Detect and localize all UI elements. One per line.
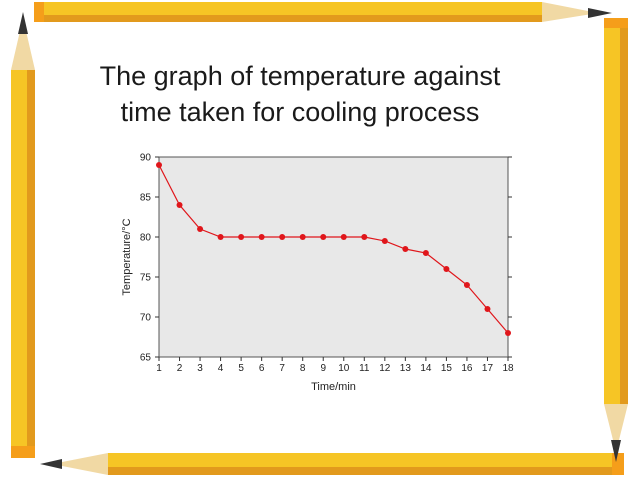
data-point [197,226,204,232]
x-tick-label: 18 [502,363,514,374]
x-tick-label: 9 [320,363,326,374]
x-tick-label: 5 [238,363,244,374]
data-point [320,234,327,240]
x-tick-label: 14 [420,363,432,374]
series-points [156,162,511,336]
x-tick-label: 7 [279,363,285,374]
y-tick-label: 85 [140,193,152,204]
y-tick-label: 90 [140,153,152,164]
y-tick-label: 70 [140,313,152,324]
data-point [484,306,491,312]
x-tick-label: 13 [400,363,412,374]
slide-title-line1: The graph of temperature against [99,61,501,91]
data-point [258,234,265,240]
y-tick-label: 80 [140,233,152,244]
top-pencil-icon [34,2,612,22]
x-tick-label: 3 [197,363,203,374]
data-point [381,238,388,244]
x-tick-label: 16 [461,363,473,374]
x-tick-label: 17 [482,363,494,374]
bottom-pencil-icon [40,453,624,475]
x-axis-label: Time/min [311,381,356,393]
left-pencil-icon [11,12,35,458]
data-point [422,250,429,256]
plot-area [158,156,509,358]
data-point [505,330,511,336]
x-tick-label: 8 [300,363,306,374]
data-point [463,282,470,288]
x-tick-label: 1 [156,363,162,374]
data-point [361,234,368,240]
data-point [176,202,183,208]
x-tick-label: 10 [338,363,350,374]
y-axis: 65 70 75 80 85 90 [140,153,512,364]
y-axis-label: Temperature/°C [121,218,133,295]
x-tick-label: 11 [359,363,370,374]
x-tick-label: 15 [441,363,453,374]
data-point [156,162,162,168]
data-point [443,266,450,272]
data-point [217,234,224,240]
right-pencil-icon [604,18,628,462]
data-point [299,234,306,240]
data-point [402,246,409,252]
data-point [238,234,245,240]
y-tick-label: 65 [140,353,152,364]
x-tick-label: 12 [379,363,391,374]
data-point [279,234,286,240]
slide-title: The graph of temperature against time ta… [40,58,560,130]
x-axis: 1 2 3 4 5 6 7 8 9 10 11 12 13 14 15 16 17 18 [156,357,514,374]
data-point [340,234,347,240]
slide-title-line2: time taken for cooling process [120,97,480,127]
series-line [158,164,509,334]
x-tick-label: 6 [259,363,265,374]
x-tick-label: 4 [218,363,224,374]
x-tick-label: 2 [177,363,183,374]
y-tick-label: 75 [140,273,152,284]
